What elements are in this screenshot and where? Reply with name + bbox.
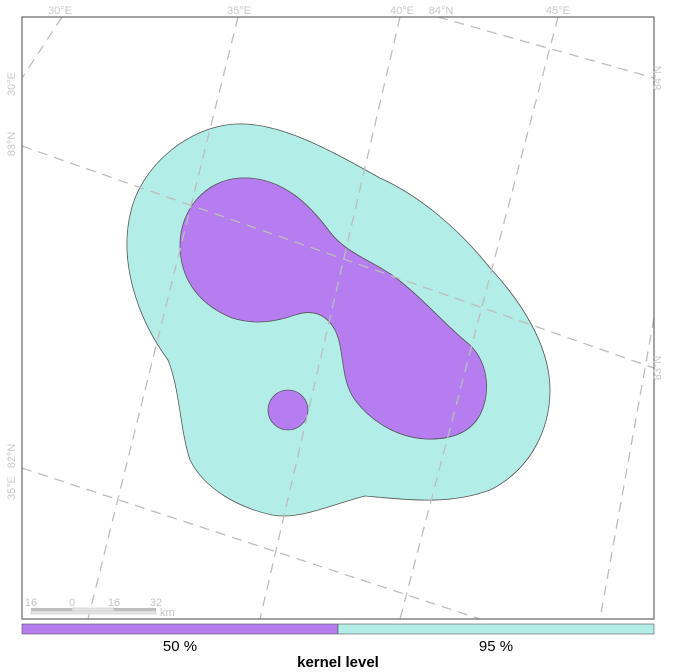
parallel-84n: [437, 17, 654, 79]
legend: 50 % 95 % kernel level: [21, 623, 655, 671]
kernel-50-polygon: [179, 177, 487, 440]
left-label-83n: 83°N: [6, 132, 18, 157]
top-label-30e: 30°E: [48, 5, 72, 17]
parallel-83n: [22, 145, 654, 369]
map-panel: 30°E 35°E 40°E 84°N 45°E 30°E 83°N 82°N …: [6, 5, 664, 620]
top-label-45e: 45°E: [546, 5, 570, 17]
scale-tick-label-neg16: 16: [25, 597, 37, 609]
map-frame: [21, 16, 655, 620]
scale-tick-label-16: 16: [108, 597, 120, 609]
scale-unit-label: km: [160, 607, 175, 619]
parallel-82n: [22, 467, 481, 619]
top-label-40e: 40°E: [390, 5, 414, 17]
scale-tick-label-0: 0: [69, 597, 75, 609]
graticule-labels: 30°E 35°E 40°E 84°N 45°E 30°E 83°N 82°N …: [6, 5, 664, 500]
meridian-35e: [87, 17, 239, 619]
scale-tick-label-32: 32: [150, 597, 162, 609]
left-label-82n: 82°N: [6, 444, 18, 469]
kernel-areas: [126, 123, 551, 517]
left-label-30e: 30°E: [6, 72, 18, 96]
kernel-50-small-polygon: [267, 389, 309, 431]
scale-segment-3: [114, 608, 156, 611]
graticule: [22, 17, 654, 619]
meridian-30e: [22, 17, 63, 79]
legend-swatch-50: [21, 623, 339, 635]
legend-title: kernel level: [297, 654, 379, 671]
top-label-35e: 35°E: [227, 5, 251, 17]
left-label-35e: 35°E: [6, 476, 18, 500]
meridian-40e: [259, 17, 401, 619]
scale-bar: 16 0 16 32 km: [25, 597, 175, 619]
scale-segment-2: [71, 607, 115, 612]
meridian-45e: [399, 17, 559, 619]
scale-segment-1: [31, 608, 72, 611]
legend-swatch-95: [337, 623, 655, 635]
legend-label-50: 50 %: [163, 638, 197, 655]
right-label-84n: 84°N: [652, 66, 664, 91]
legend-label-95: 95 %: [479, 638, 513, 655]
right-label-83n: 83°N: [652, 356, 664, 381]
scale-segment-lower: [30, 610, 157, 615]
top-label-84n: 84°N: [429, 5, 454, 17]
